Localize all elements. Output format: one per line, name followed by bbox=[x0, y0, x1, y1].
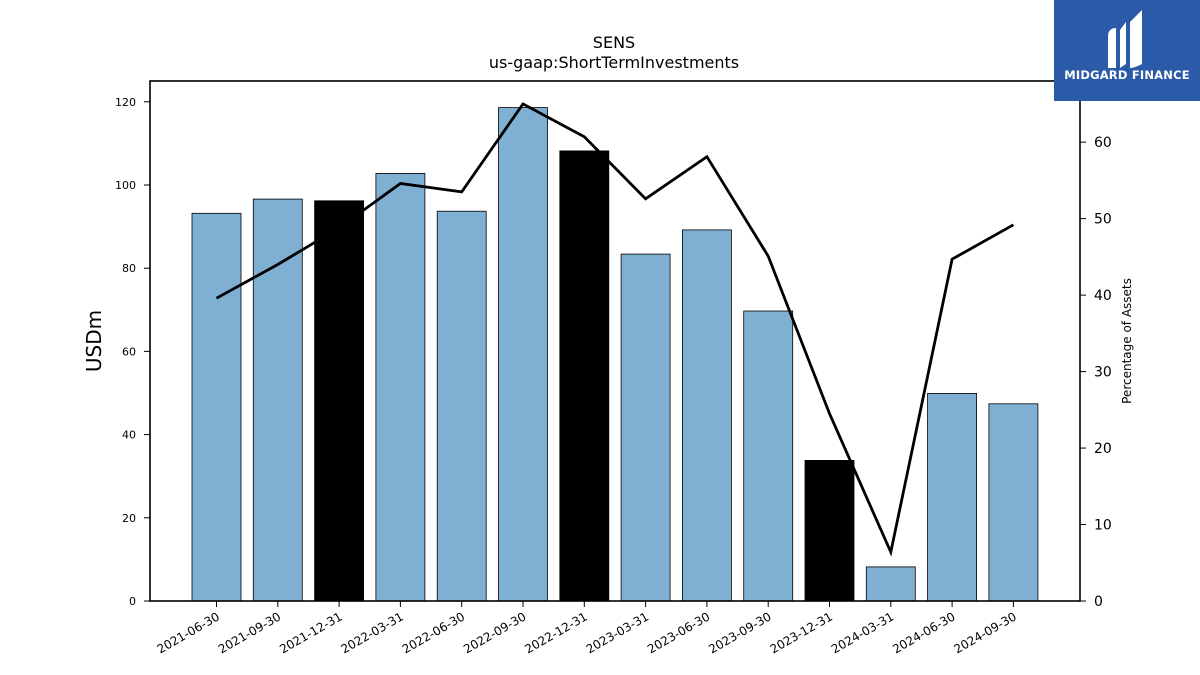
y2-tick-label: 10 bbox=[1094, 518, 1112, 534]
x-tick-label: 2023-03-31 bbox=[584, 609, 651, 656]
bar bbox=[865, 566, 916, 602]
x-tick-label: 2022-12-31 bbox=[522, 609, 589, 656]
logo-mark-icon bbox=[1108, 10, 1142, 68]
x-tick-label: 2024-03-31 bbox=[829, 609, 896, 656]
bar bbox=[682, 229, 732, 602]
bar bbox=[375, 172, 426, 602]
y-tick-label: 40 bbox=[122, 429, 136, 442]
y-tick-label: 80 bbox=[122, 262, 136, 275]
brand-logo: MIDGARD FINANCE bbox=[1054, 0, 1200, 101]
x-tick-label: 2021-12-31 bbox=[277, 609, 344, 656]
percentage-line bbox=[215, 102, 1015, 557]
x-tick-label: 2023-09-30 bbox=[706, 609, 773, 656]
x-tick-label: 2024-09-30 bbox=[951, 609, 1018, 656]
y-tick-label: 0 bbox=[129, 595, 136, 608]
bar bbox=[436, 210, 487, 602]
y-tick-label: 120 bbox=[115, 96, 136, 109]
x-tick-label: 2021-06-30 bbox=[155, 609, 222, 656]
bar bbox=[804, 459, 855, 602]
y-tick-label: 60 bbox=[122, 345, 136, 358]
bar-group bbox=[191, 107, 1039, 602]
bar bbox=[620, 253, 671, 602]
bar bbox=[988, 403, 1039, 602]
logo-text: MIDGARD FINANCE bbox=[1064, 68, 1190, 82]
x-tick-label: 2022-06-30 bbox=[400, 609, 467, 656]
y2-tick-label: 60 bbox=[1094, 135, 1112, 151]
x-tick-label: 2023-06-30 bbox=[645, 609, 712, 656]
bar bbox=[927, 392, 977, 602]
y2-tick-label: 20 bbox=[1094, 441, 1112, 457]
bar bbox=[498, 107, 548, 602]
y-axis-label: USDm bbox=[82, 310, 106, 372]
y2-tick-label: 50 bbox=[1094, 212, 1112, 228]
bar bbox=[191, 212, 242, 602]
plot-frame bbox=[149, 80, 1081, 602]
x-tick-label: 2021-09-30 bbox=[216, 609, 283, 656]
bar bbox=[743, 310, 794, 602]
y2-tick-label: 30 bbox=[1094, 365, 1112, 381]
bar bbox=[314, 200, 365, 602]
chart-subtitle: us-gaap:ShortTermInvestments bbox=[489, 53, 739, 72]
y2-tick-label: 40 bbox=[1094, 288, 1112, 304]
y2-tick-label: 0 bbox=[1094, 594, 1103, 610]
y2-axis-label: Percentage of Assets bbox=[1120, 278, 1134, 404]
x-tick-label: 2024-06-30 bbox=[890, 609, 957, 656]
y-tick-label: 100 bbox=[115, 179, 136, 192]
x-tick-label: 2022-03-31 bbox=[338, 609, 405, 656]
bar bbox=[559, 150, 610, 602]
bar bbox=[252, 198, 303, 602]
x-tick-label: 2022-09-30 bbox=[461, 609, 528, 656]
chart-title: SENS bbox=[593, 33, 635, 52]
y-tick-label: 20 bbox=[122, 512, 136, 525]
x-tick-label: 2023-12-31 bbox=[768, 609, 835, 656]
